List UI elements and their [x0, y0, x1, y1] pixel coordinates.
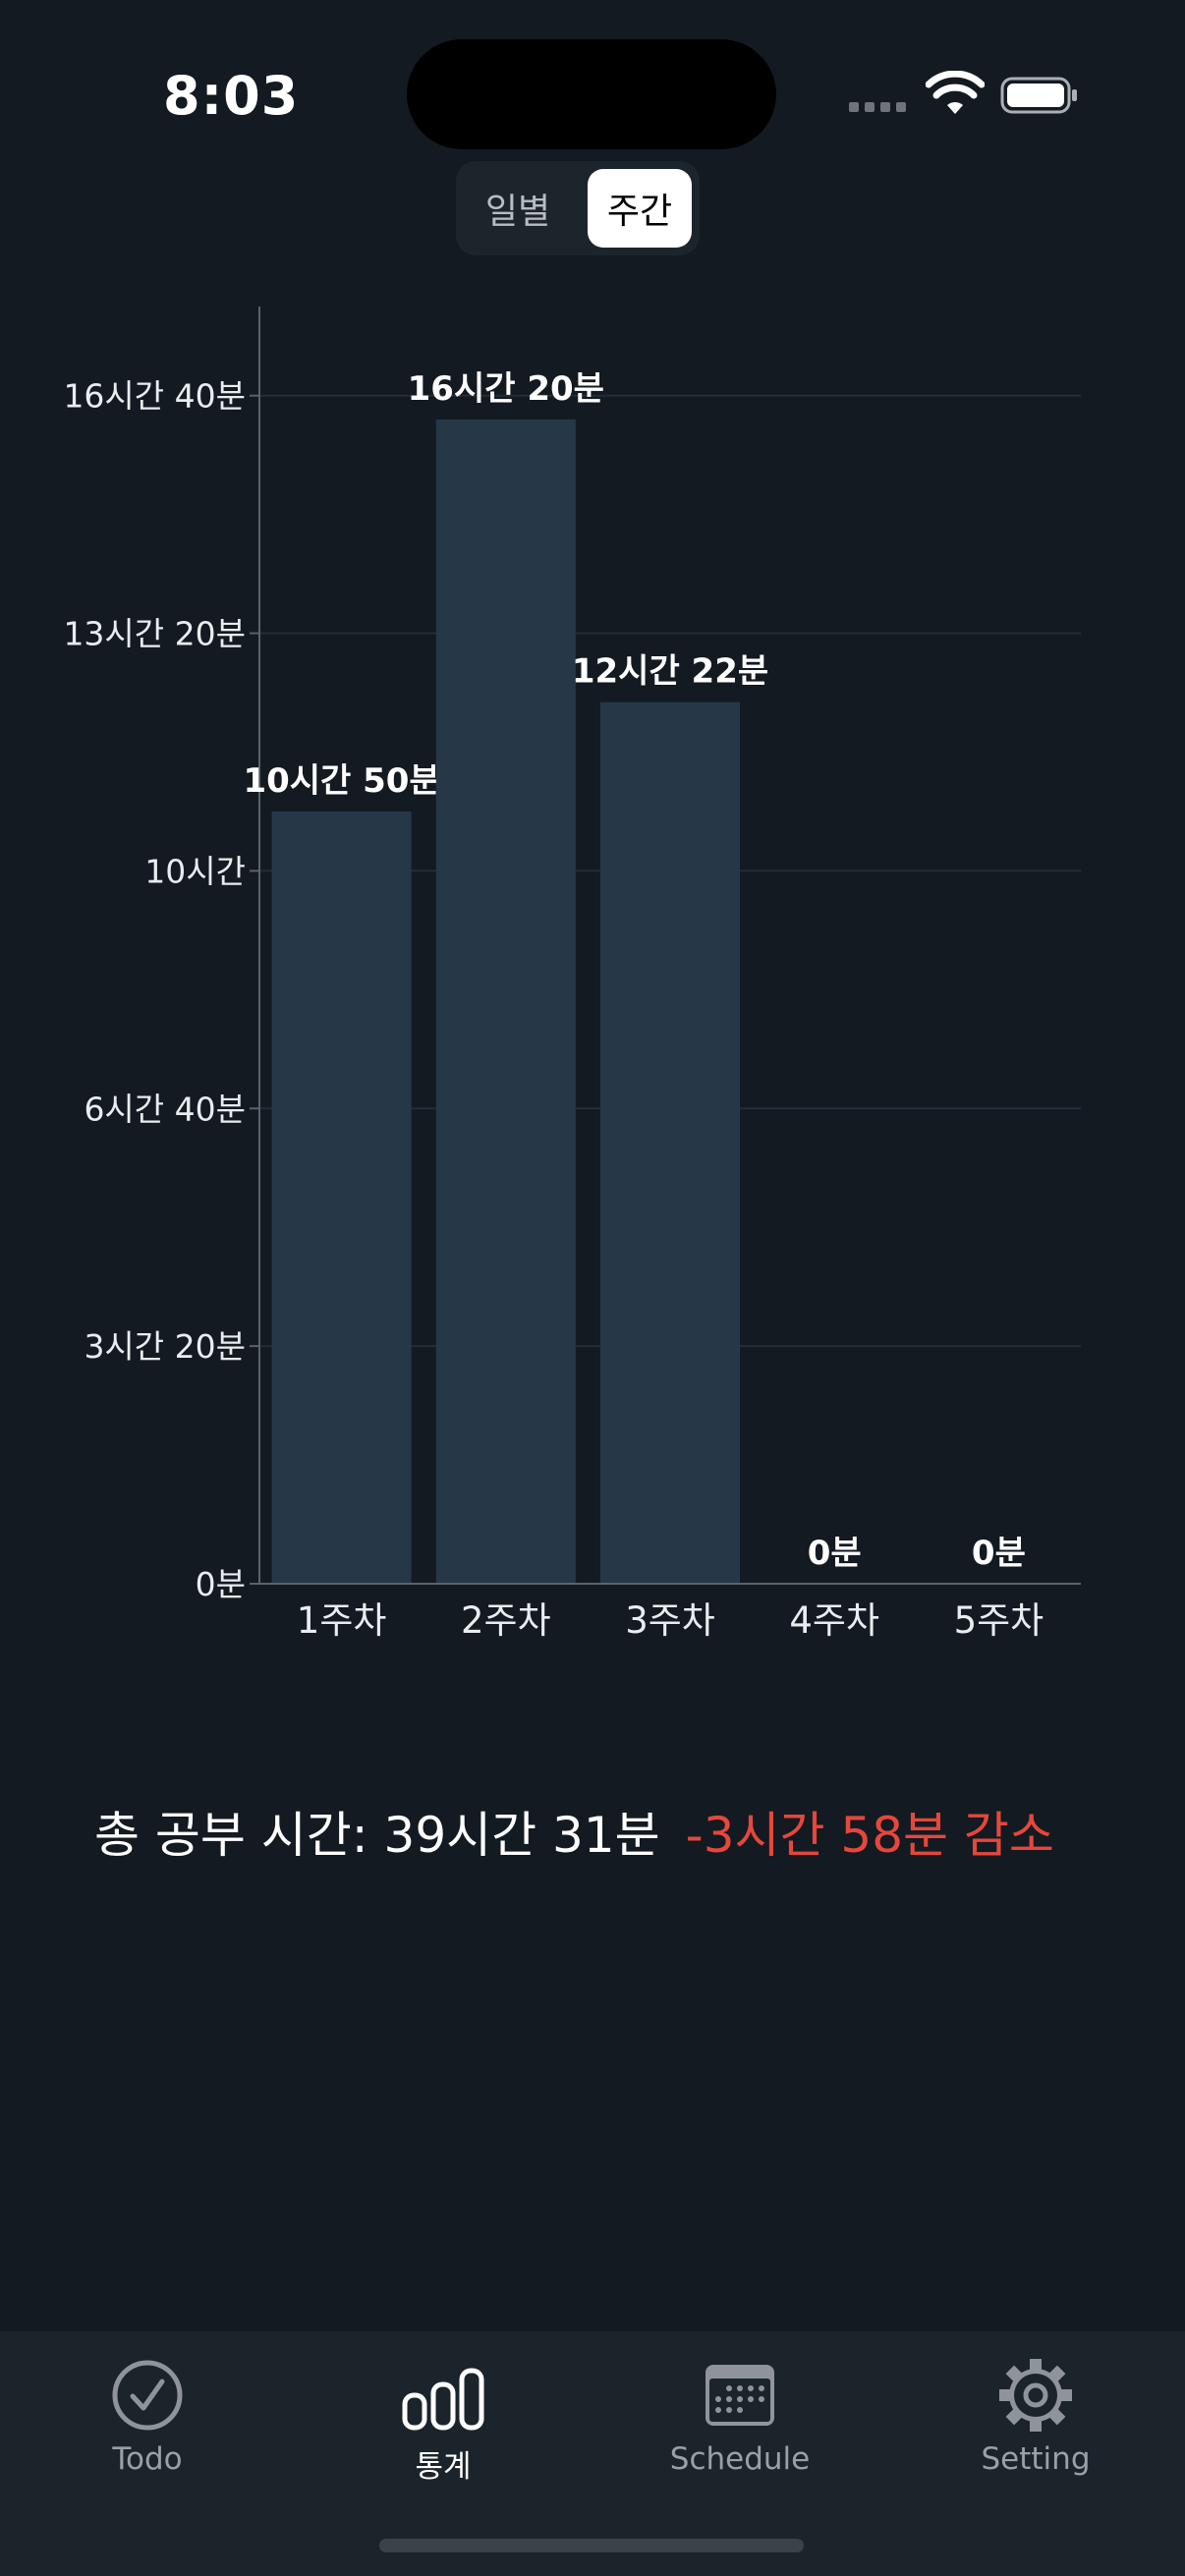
bar-value-label: 10시간 50분: [243, 761, 439, 801]
battery-icon: [1000, 77, 1077, 114]
x-tick-label: 1주차: [297, 1599, 387, 1642]
total-study-time: 총 공부 시간: 39시간 31분: [94, 1807, 660, 1864]
segment-weekly[interactable]: 주간: [588, 169, 692, 248]
cellular-signal-icon: [849, 102, 906, 112]
gear-icon: [999, 2359, 1072, 2432]
bar[interactable]: [271, 811, 412, 1584]
x-tick-label: 4주차: [789, 1599, 879, 1642]
bar[interactable]: [600, 701, 740, 1584]
study-time-change: -3시간 58분 감소: [685, 1807, 1054, 1864]
tab-bar: Todo 통계 Schedule: [0, 2331, 1185, 2576]
bar-value-label: 12시간 22분: [572, 652, 768, 692]
tab-statistics[interactable]: 통계: [296, 2331, 591, 2498]
bar[interactable]: [435, 419, 576, 1584]
tab-schedule-label: Schedule: [669, 2441, 811, 2477]
bar-value-label: 0분: [972, 1534, 1026, 1573]
weekly-study-chart: 0분 3시간 20분 6시간 40분 10시간 13시간 20분 16시간 40분 10시…: [63, 307, 1081, 1642]
tab-statistics-label: 통계: [415, 2449, 472, 2485]
x-tick-label: 2주차: [461, 1599, 551, 1642]
tab-todo[interactable]: Todo: [0, 2331, 295, 2498]
y-tick-label: 0분: [196, 1565, 246, 1603]
y-tick-label: 6시간 40분: [84, 1090, 246, 1128]
tab-setting[interactable]: Setting: [888, 2331, 1183, 2498]
bar-value-label: 16시간 20분: [408, 369, 604, 409]
home-indicator: [379, 2539, 804, 2552]
y-tick-label: 16시간 40분: [63, 377, 246, 416]
dynamic-island: [407, 39, 776, 149]
x-tick-label: 3주차: [625, 1599, 715, 1642]
bar-chart-icon: [402, 2368, 484, 2431]
wifi-icon: [926, 71, 985, 114]
tab-schedule[interactable]: Schedule: [592, 2331, 887, 2498]
y-tick-label: 13시간 20분: [63, 615, 246, 653]
tab-todo-label: Todo: [112, 2441, 183, 2477]
bar-value-label: 0분: [808, 1534, 862, 1573]
period-segmented-control: 일별 주간: [456, 161, 700, 255]
segment-daily[interactable]: 일별: [484, 192, 551, 232]
x-tick-label: 5주차: [954, 1599, 1044, 1642]
y-tick-label: 10시간: [144, 852, 246, 890]
status-time: 8:03: [163, 65, 300, 127]
study-summary: 총 공부 시간: 39시간 31분 -3시간 58분 감소: [94, 1796, 1054, 1867]
y-tick-label: 3시간 20분: [84, 1327, 246, 1366]
calendar-icon: [705, 2365, 774, 2426]
tab-setting-label: Setting: [981, 2441, 1091, 2477]
checkmark-circle-icon: [112, 2360, 183, 2431]
